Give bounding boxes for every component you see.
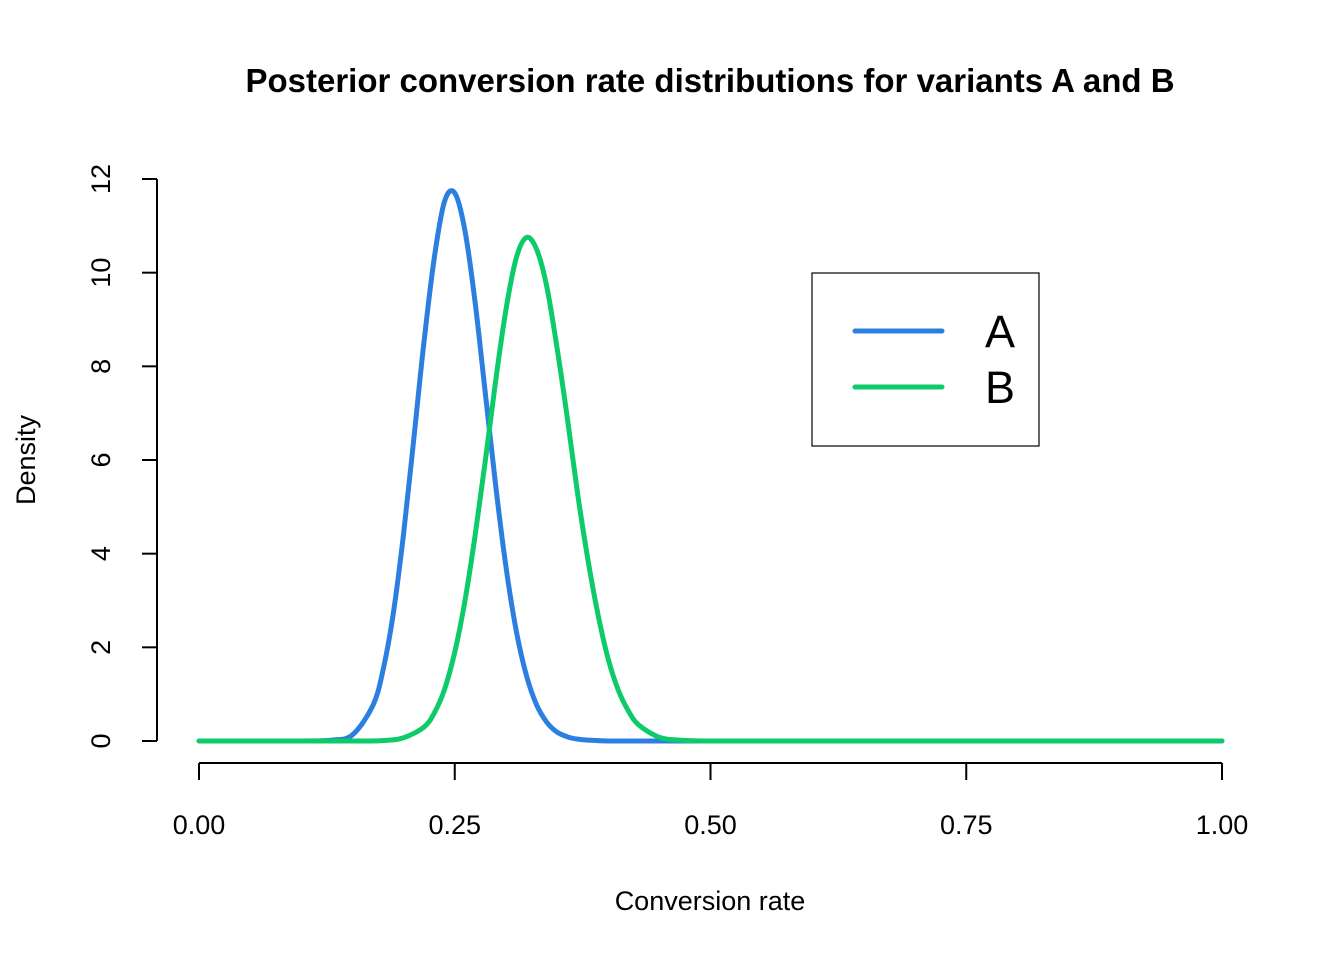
y-tick-label: 12: [86, 164, 116, 194]
x-axis: 0.00 0.25 0.50 0.75 1.00: [173, 762, 1249, 840]
y-tick-label: 0: [86, 733, 116, 748]
x-tick-label: 0.00: [173, 810, 226, 840]
x-tick-label: 1.00: [1196, 810, 1249, 840]
legend-box: [811, 272, 1040, 447]
legend: AB: [811, 272, 1040, 447]
x-tick-label: 0.50: [684, 810, 737, 840]
series-line-B: [196, 234, 1225, 744]
x-tick-label: 0.75: [940, 810, 993, 840]
x-axis-label: Conversion rate: [615, 886, 806, 916]
legend-entries: AB: [852, 306, 1015, 413]
chart-title: Posterior conversion rate distributions …: [245, 62, 1174, 99]
y-tick-label: 2: [86, 640, 116, 655]
y-tick-label: 10: [86, 258, 116, 288]
legend-label-B: B: [985, 362, 1015, 413]
plot-series: [196, 188, 1225, 744]
y-axis-label: Density: [11, 414, 41, 505]
legend-label-A: A: [985, 306, 1015, 357]
x-tick-label: 0.25: [428, 810, 481, 840]
y-tick-label: 6: [86, 452, 116, 467]
series-line-A: [196, 188, 1225, 744]
y-tick-label: 4: [86, 546, 116, 561]
y-axis: 0 2 4 6 8 10 12: [86, 164, 158, 749]
y-tick-label: 8: [86, 359, 116, 374]
